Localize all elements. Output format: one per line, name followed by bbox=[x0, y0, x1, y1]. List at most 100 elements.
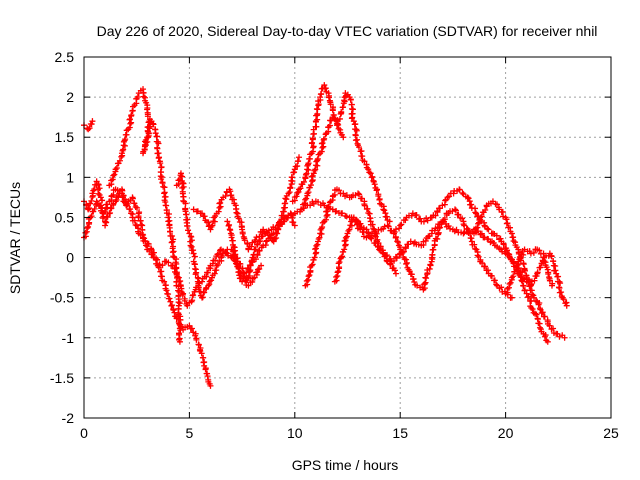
data-point bbox=[102, 222, 109, 229]
data-point-interp bbox=[517, 274, 524, 281]
data-point-interp bbox=[314, 241, 321, 248]
data-point-interp bbox=[248, 257, 255, 264]
data-point-interp bbox=[305, 189, 312, 196]
data-point-interp bbox=[315, 235, 322, 242]
data-point-interp bbox=[252, 256, 259, 263]
data-point bbox=[397, 246, 404, 253]
data-point-interp bbox=[326, 122, 333, 129]
data-point bbox=[386, 218, 393, 225]
data-point bbox=[184, 302, 191, 309]
data-point bbox=[390, 230, 397, 237]
data-point-interp bbox=[442, 197, 449, 204]
y-tick-label: -0.5 bbox=[50, 290, 74, 306]
data-point bbox=[544, 338, 551, 345]
data-point-interp bbox=[402, 245, 409, 252]
data-point-interp bbox=[372, 233, 379, 240]
data-point-interp bbox=[484, 225, 491, 232]
data-point-interp bbox=[539, 309, 546, 316]
data-point-interp bbox=[479, 260, 486, 267]
data-point-interp bbox=[534, 269, 541, 276]
data-point-interp bbox=[318, 230, 325, 237]
data-point-interp bbox=[168, 302, 175, 309]
data-point bbox=[169, 262, 176, 269]
data-point-interp bbox=[339, 210, 346, 217]
data-point-interp bbox=[127, 206, 134, 213]
data-point-interp bbox=[311, 167, 318, 174]
data-point-interp bbox=[424, 217, 431, 224]
data-point-interp bbox=[225, 222, 232, 229]
data-point-interp bbox=[335, 260, 342, 267]
data-point-interp bbox=[349, 114, 356, 121]
data-point-interp bbox=[101, 208, 108, 215]
data-point-interp bbox=[256, 265, 263, 272]
data-point-interp bbox=[493, 281, 500, 288]
data-point-interp bbox=[541, 333, 548, 340]
data-point-interp bbox=[328, 117, 335, 124]
data-point-interp bbox=[335, 268, 342, 275]
data-point-interp bbox=[505, 284, 512, 291]
data-point-interp bbox=[525, 293, 532, 300]
data-point bbox=[249, 254, 256, 261]
data-point-interp bbox=[215, 208, 222, 215]
data-point bbox=[228, 234, 235, 241]
data-point-interp bbox=[516, 256, 523, 263]
x-tick-label: 15 bbox=[392, 425, 408, 441]
data-point-interp bbox=[303, 195, 310, 202]
data-point bbox=[508, 294, 515, 301]
data-point-interp bbox=[111, 171, 118, 178]
data-point-interp bbox=[235, 215, 242, 222]
data-point-interp bbox=[430, 246, 437, 253]
axis-ticks bbox=[83, 56, 612, 419]
data-point-interp bbox=[517, 255, 524, 262]
data-point-interp bbox=[185, 227, 192, 234]
data-point-interp bbox=[459, 189, 466, 196]
data-point-interp bbox=[465, 195, 472, 202]
data-point-interp bbox=[541, 258, 548, 265]
data-point-interp bbox=[506, 251, 513, 258]
data-point-interp bbox=[316, 234, 323, 241]
data-point-interp bbox=[88, 213, 95, 220]
data-point-interp bbox=[281, 200, 288, 207]
data-point-interp bbox=[356, 191, 363, 198]
data-point-interp bbox=[391, 257, 398, 264]
data-point-interp bbox=[504, 220, 511, 227]
data-point-interp bbox=[159, 262, 166, 269]
data-point-interp bbox=[274, 230, 281, 237]
data-point-interp bbox=[237, 275, 244, 282]
data-point-interp bbox=[239, 265, 246, 272]
data-point-interp bbox=[168, 239, 175, 246]
data-point-interp bbox=[396, 225, 403, 232]
data-point-interp bbox=[497, 235, 504, 242]
data-point-interp bbox=[485, 226, 492, 233]
data-point-interp bbox=[86, 125, 93, 132]
data-point bbox=[548, 282, 555, 289]
y-tick-label: -2 bbox=[62, 410, 75, 426]
data-point-interp bbox=[231, 254, 238, 261]
data-point-interp bbox=[88, 121, 95, 128]
data-point bbox=[380, 206, 387, 213]
y-axis-label: SDTVAR / TECUs bbox=[7, 182, 23, 294]
data-point-interp bbox=[161, 184, 168, 191]
data-point bbox=[167, 298, 174, 305]
data-point bbox=[367, 170, 374, 177]
data-point-interp bbox=[228, 192, 235, 199]
data-point-interp bbox=[468, 201, 475, 208]
data-point-interp bbox=[150, 121, 157, 128]
y-tick-label: 0.5 bbox=[55, 209, 75, 225]
data-point-interp bbox=[294, 189, 301, 196]
data-point-interp bbox=[135, 214, 142, 221]
data-point-interp bbox=[280, 218, 287, 225]
data-point bbox=[207, 382, 214, 389]
data-point-interp bbox=[140, 93, 147, 100]
data-point bbox=[304, 190, 311, 197]
data-point-interp bbox=[519, 278, 526, 285]
data-point-interp bbox=[82, 229, 89, 236]
data-point-interp bbox=[314, 162, 321, 169]
data-point-interp bbox=[85, 223, 92, 230]
data-point-interp bbox=[368, 174, 375, 181]
data-point-interp bbox=[308, 173, 315, 180]
data-point-interp bbox=[95, 190, 102, 197]
data-point-interp bbox=[155, 155, 162, 162]
data-point-interp bbox=[373, 187, 380, 194]
data-point-interp bbox=[131, 200, 138, 207]
